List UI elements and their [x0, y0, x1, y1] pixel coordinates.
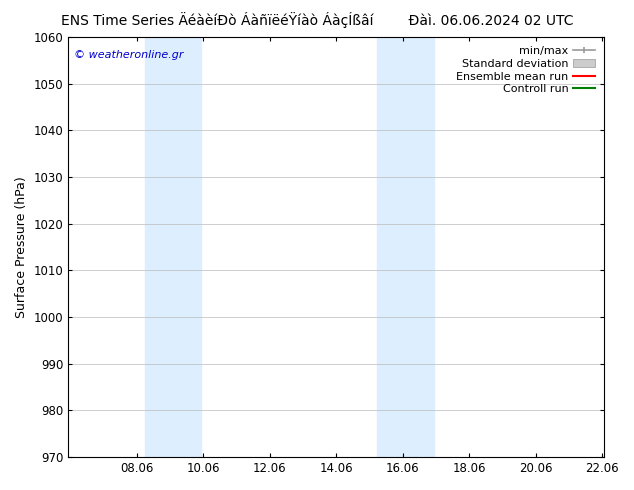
- Text: ENS Time Series ÄéàèíÐò ÁàñïëéŸíàò ÁàçÍßâí        Đàì. 06.06.2024 02 UTC: ENS Time Series ÄéàèíÐò ÁàñïëéŸíàò ÁàçÍß…: [61, 12, 573, 28]
- Y-axis label: Surface Pressure (hPa): Surface Pressure (hPa): [15, 176, 28, 318]
- Bar: [377, 37, 434, 457]
- Bar: [145, 37, 201, 457]
- Text: © weatheronline.gr: © weatheronline.gr: [74, 50, 183, 60]
- Legend: min/max, Standard deviation, Ensemble mean run, Controll run: min/max, Standard deviation, Ensemble me…: [453, 43, 598, 98]
